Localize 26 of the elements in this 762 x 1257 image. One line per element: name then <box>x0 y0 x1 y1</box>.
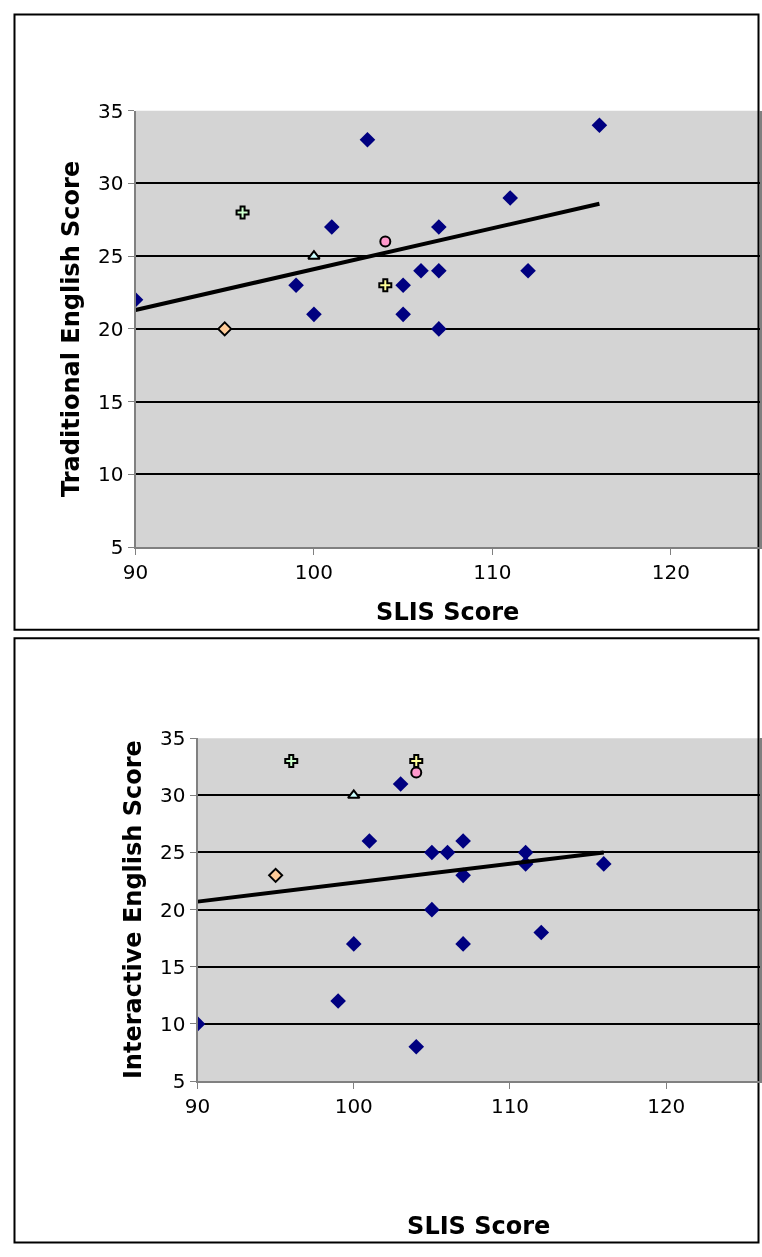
y-tick-label: 15 <box>98 389 124 414</box>
x-tick-label: 120 <box>647 1094 686 1119</box>
y-tick-label: 15 <box>160 954 186 979</box>
x-tick-label: 90 <box>122 560 149 585</box>
y-tick-label: 35 <box>160 726 186 751</box>
x-tick-label: 90 <box>184 1094 211 1119</box>
x-tick-label: 100 <box>334 1094 373 1119</box>
x-tick-label: 120 <box>651 560 690 585</box>
x-axis-title: SLIS Score <box>407 1211 551 1240</box>
y-axis-title: Interactive English Score <box>118 740 147 1080</box>
y-tick-label: 30 <box>160 783 186 808</box>
y-tick-label: 20 <box>160 897 186 922</box>
y-tick-label: 30 <box>98 171 124 196</box>
y-axis-title: Traditional English Score <box>56 160 85 497</box>
y-tick-label: 20 <box>98 316 124 341</box>
x-tick-label: 110 <box>490 1094 530 1119</box>
y-tick-label: 25 <box>98 244 124 269</box>
y-tick-label: 35 <box>98 98 124 123</box>
y-tick-label: 10 <box>160 1011 186 1036</box>
y-tick-label: 25 <box>160 840 186 865</box>
x-axis-title: SLIS Score <box>376 597 520 626</box>
y-tick-label: 5 <box>172 1069 186 1094</box>
y-tick-label: 10 <box>98 462 124 487</box>
y-tick-label: 5 <box>110 535 124 560</box>
x-tick-label: 100 <box>294 560 334 585</box>
x-tick-label: 110 <box>473 560 512 585</box>
